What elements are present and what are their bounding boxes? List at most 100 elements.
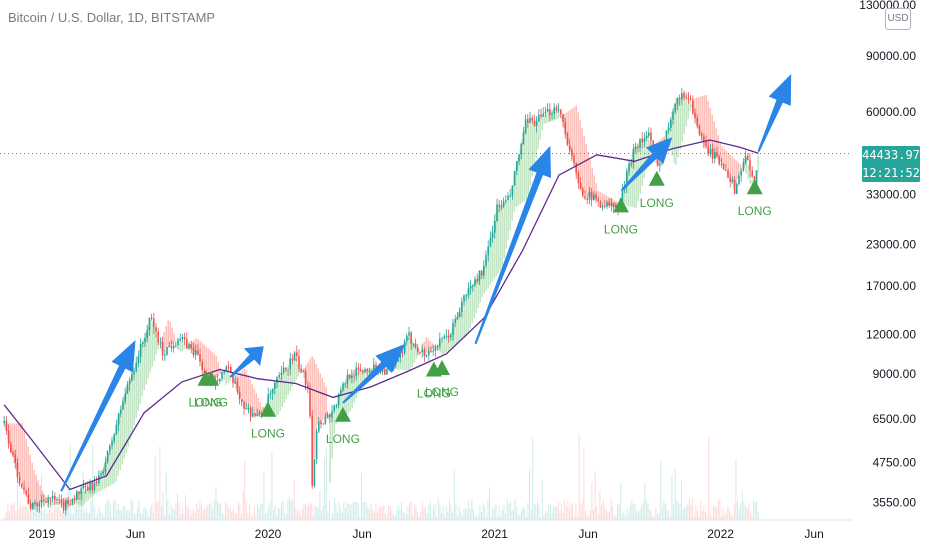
volume-bar: [647, 503, 649, 520]
candle-body: [139, 344, 142, 357]
candle-body: [76, 491, 78, 500]
volume-bar: [101, 513, 103, 520]
candle-body: [527, 119, 529, 123]
trend-ribbon: [5, 94, 760, 508]
candle-body: [5, 420, 8, 431]
currency-badge[interactable]: USD: [885, 8, 911, 30]
volume-bar: [701, 510, 703, 520]
candle-body: [282, 367, 285, 373]
candle-body: [307, 385, 309, 389]
price-axis[interactable]: 130000.0090000.0060000.0033000.0023000.0…: [859, 0, 916, 510]
volume-bar: [705, 511, 706, 520]
volume-bar: [281, 502, 282, 520]
candle-body: [194, 350, 197, 356]
volume-bar: [527, 502, 529, 520]
volume-bar: [321, 510, 322, 520]
volume-bar: [105, 504, 106, 520]
candle-body: [197, 350, 199, 355]
candle-body: [271, 389, 274, 394]
candle-body: [329, 414, 331, 418]
volume-bar: [18, 508, 20, 520]
candle-body: [480, 271, 483, 276]
candle-body: [516, 161, 518, 172]
candle-body: [626, 171, 628, 187]
volume-bar: [476, 516, 478, 520]
volume-bar: [242, 491, 244, 520]
volume-bar: [716, 507, 718, 520]
candle-body: [566, 133, 569, 145]
volume-bar: [641, 505, 642, 520]
candle-body: [450, 334, 452, 338]
candle-body: [656, 156, 659, 166]
volume-bar: [199, 499, 201, 520]
volume-bar: [301, 508, 303, 520]
volume-bar: [517, 515, 519, 520]
candle-body: [300, 368, 302, 372]
volume-bar: [509, 501, 511, 520]
volume-bar: [194, 512, 196, 520]
volume-bar: [12, 504, 14, 520]
candle-body: [676, 98, 679, 105]
candle-body: [615, 204, 617, 208]
candle-body: [474, 279, 476, 285]
time-axis[interactable]: 2019 Jun 2020 Jun 2021 Jun 2022 Jun: [29, 527, 824, 541]
volume-bar: [370, 503, 372, 520]
candle-body: [102, 471, 104, 474]
candle-body: [549, 109, 551, 116]
candle-body: [10, 443, 12, 453]
candle-body: [359, 369, 362, 371]
volume-bar: [189, 515, 191, 520]
candle-body: [725, 169, 727, 171]
volume-bar: [130, 499, 132, 520]
candle-body: [705, 141, 707, 147]
volume-bar: [349, 504, 351, 520]
candle-body: [639, 138, 641, 148]
candle-body: [689, 98, 692, 101]
volume-bar: [709, 512, 711, 520]
candle-body: [247, 408, 250, 410]
candle-body: [373, 364, 375, 371]
volume-bar: [185, 494, 186, 520]
candle-body: [379, 371, 382, 373]
volume-bar: [290, 500, 292, 520]
candle-body: [546, 109, 549, 113]
volume-bar: [181, 507, 183, 520]
candle-body: [335, 405, 338, 407]
volume-bar: [228, 509, 230, 520]
candle-body: [469, 286, 472, 289]
candle-body: [232, 372, 234, 383]
volume-bar: [364, 501, 366, 520]
volume-bar: [49, 509, 50, 520]
volume-bar: [489, 487, 490, 520]
volume-bar: [292, 499, 294, 520]
volume-bar: [652, 516, 654, 520]
candle-body: [223, 371, 225, 373]
volume-bar: [383, 505, 385, 520]
volume-bar: [549, 504, 551, 520]
volume-bar: [751, 515, 753, 520]
volume-bar: [490, 516, 492, 520]
candle-body: [260, 412, 263, 414]
volume-bar: [685, 505, 687, 520]
candle-body: [126, 384, 129, 394]
candle-body: [403, 341, 406, 353]
candle-body: [465, 295, 467, 297]
candle-body: [575, 162, 577, 173]
candle-body: [159, 342, 162, 343]
volume-bar: [397, 505, 399, 520]
candle-body: [588, 191, 591, 200]
candle-body: [637, 146, 639, 148]
candle-body: [54, 495, 56, 501]
volume-bar: [239, 504, 241, 520]
candle-body: [461, 301, 463, 312]
volume-bar: [551, 513, 553, 520]
candle-body: [696, 118, 698, 126]
volume-bar: [533, 504, 535, 520]
candle-body: [641, 138, 643, 143]
volume-bar: [90, 500, 92, 520]
volume-bar: [135, 514, 137, 520]
volume-bar: [548, 504, 550, 520]
volume-bar: [205, 506, 207, 520]
candle-body: [665, 130, 668, 141]
